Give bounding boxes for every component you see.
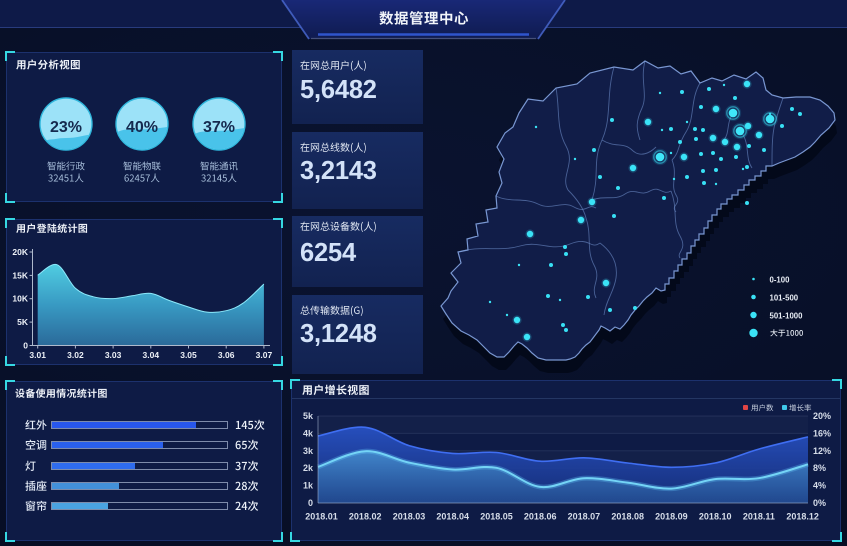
svg-text:2018.05: 2018.05 — [480, 512, 513, 522]
svg-text:23%: 23% — [50, 119, 82, 136]
svg-text:37%: 37% — [203, 119, 235, 136]
svg-text:501-1000: 501-1000 — [770, 312, 804, 321]
svg-text:3.02: 3.02 — [67, 350, 84, 360]
svg-text:3.05: 3.05 — [180, 350, 197, 360]
svg-text:16%: 16% — [813, 428, 831, 438]
svg-text:2018.10: 2018.10 — [699, 512, 732, 522]
svg-text:4k: 4k — [303, 428, 314, 438]
svg-text:2018.02: 2018.02 — [349, 512, 382, 522]
svg-text:10K: 10K — [12, 294, 28, 304]
svg-text:5K: 5K — [17, 317, 29, 327]
svg-text:2018.04: 2018.04 — [436, 512, 469, 522]
svg-text:2018.08: 2018.08 — [611, 512, 644, 522]
svg-text:3.01: 3.01 — [29, 350, 46, 360]
svg-text:15K: 15K — [12, 270, 28, 280]
svg-text:2018.03: 2018.03 — [393, 512, 426, 522]
svg-text:2018.01: 2018.01 — [305, 512, 338, 522]
svg-text:2018.06: 2018.06 — [524, 512, 557, 522]
svg-text:2018.11: 2018.11 — [743, 512, 775, 522]
svg-text:101-500: 101-500 — [770, 294, 799, 303]
svg-text:3.03: 3.03 — [105, 350, 122, 360]
svg-text:1k: 1k — [303, 481, 314, 491]
svg-text:40%: 40% — [126, 119, 158, 136]
svg-text:2018.07: 2018.07 — [568, 512, 601, 522]
svg-text:12%: 12% — [813, 446, 831, 456]
svg-text:20K: 20K — [12, 247, 28, 257]
svg-text:0%: 0% — [813, 498, 826, 508]
svg-text:2018.09: 2018.09 — [655, 512, 688, 522]
svg-text:0-100: 0-100 — [770, 276, 791, 285]
svg-text:3.07: 3.07 — [256, 350, 273, 360]
svg-text:4%: 4% — [813, 481, 826, 491]
svg-text:2018.12: 2018.12 — [786, 512, 819, 522]
svg-text:5k: 5k — [303, 411, 314, 421]
svg-text:3.04: 3.04 — [143, 350, 160, 360]
svg-text:0: 0 — [308, 498, 313, 508]
svg-text:0: 0 — [23, 341, 28, 351]
svg-text:8%: 8% — [813, 463, 826, 473]
svg-text:2k: 2k — [303, 463, 314, 473]
svg-text:3.06: 3.06 — [218, 350, 235, 360]
svg-text:20%: 20% — [813, 411, 831, 421]
svg-text:3k: 3k — [303, 446, 314, 456]
